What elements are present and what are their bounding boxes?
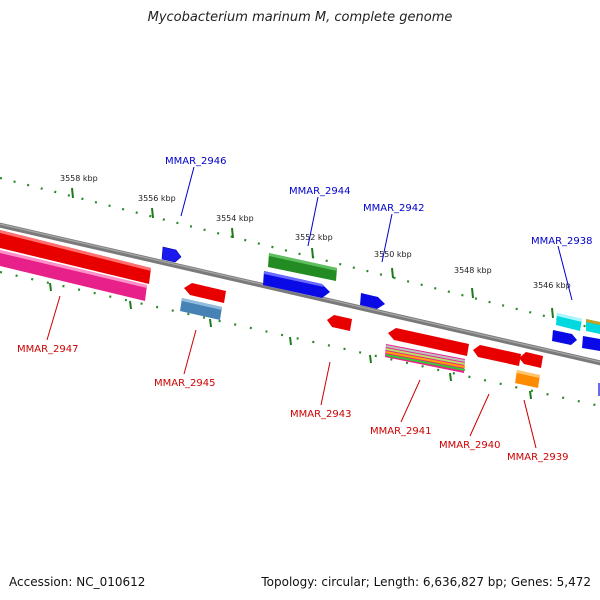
gene-feature[interactable] (0, 230, 151, 284)
kbp-label: 3554 kbp (216, 214, 254, 223)
topology-text: Topology: circular; Length: 6,636,827 bp… (261, 575, 591, 589)
kbp-label: 3556 kbp (138, 194, 176, 203)
gene-feature[interactable] (385, 348, 466, 365)
gene-label[interactable]: MMAR_2946 (165, 156, 227, 167)
gene-feature[interactable] (0, 250, 147, 288)
gene-feature[interactable] (0, 250, 147, 301)
forward-genes (161, 246, 600, 351)
gene-feature[interactable] (552, 330, 577, 345)
gene-feature[interactable] (264, 271, 324, 287)
gene-feature[interactable] (385, 354, 466, 371)
gene-feature[interactable] (473, 345, 521, 366)
kbp-label: 3546 kbp (533, 281, 571, 290)
map-title: Mycobacterium marinum M, complete genome (147, 10, 453, 25)
gene-feature[interactable] (582, 336, 600, 351)
gene-label[interactable]: MMAR_2940 (439, 440, 501, 451)
gene-feature[interactable] (586, 319, 600, 325)
gene-feature[interactable] (161, 246, 182, 263)
gene-feature[interactable] (268, 253, 337, 281)
kbp-labels: 3558 kbp 3556 kbp 3554 kbp 3552 kbp 3550… (60, 174, 571, 290)
gene-feature[interactable] (269, 253, 337, 271)
gene-feature[interactable] (385, 345, 466, 362)
outer-tick-track (0, 176, 600, 332)
inner-tick-track (0, 270, 600, 408)
label-callouts (46, 166, 573, 449)
gene-label[interactable]: MMAR_2943 (290, 409, 352, 420)
gene-feature[interactable] (557, 313, 582, 322)
kbp-label: 3558 kbp (60, 174, 98, 183)
gene-feature[interactable] (182, 298, 222, 310)
kbp-label: 3548 kbp (454, 266, 492, 275)
gene-label[interactable]: MMAR_2939 (507, 452, 569, 463)
gene-label[interactable]: MMAR_2938 (531, 236, 593, 247)
gene-feature[interactable] (327, 315, 352, 331)
reverse-genes (0, 230, 600, 396)
gene-feature[interactable] (184, 283, 226, 303)
kbp-label: 3550 kbp (374, 250, 412, 259)
gene-label[interactable]: MMAR_2941 (370, 426, 432, 437)
genome-backbone (0, 222, 600, 366)
gene-labels: MMAR_2946 MMAR_2944 MMAR_2942 MMAR_2938 … (17, 156, 593, 463)
gene-feature[interactable] (385, 351, 466, 368)
gene-label[interactable]: MMAR_2944 (289, 186, 351, 197)
gene-label[interactable]: MMAR_2947 (17, 344, 79, 355)
kbp-label: 3552 kbp (295, 233, 333, 242)
gene-feature[interactable] (180, 298, 222, 320)
gene-feature[interactable] (388, 328, 469, 356)
accession-text: Accession: NC_010612 (9, 575, 146, 589)
gene-feature[interactable] (517, 370, 540, 378)
gene-feature[interactable] (263, 271, 330, 298)
gene-label[interactable]: MMAR_2942 (363, 203, 425, 214)
gene-label[interactable]: MMAR_2945 (154, 378, 216, 389)
gene-feature[interactable] (519, 352, 543, 368)
gene-feature[interactable] (360, 293, 385, 309)
gene-feature[interactable] (0, 230, 151, 271)
